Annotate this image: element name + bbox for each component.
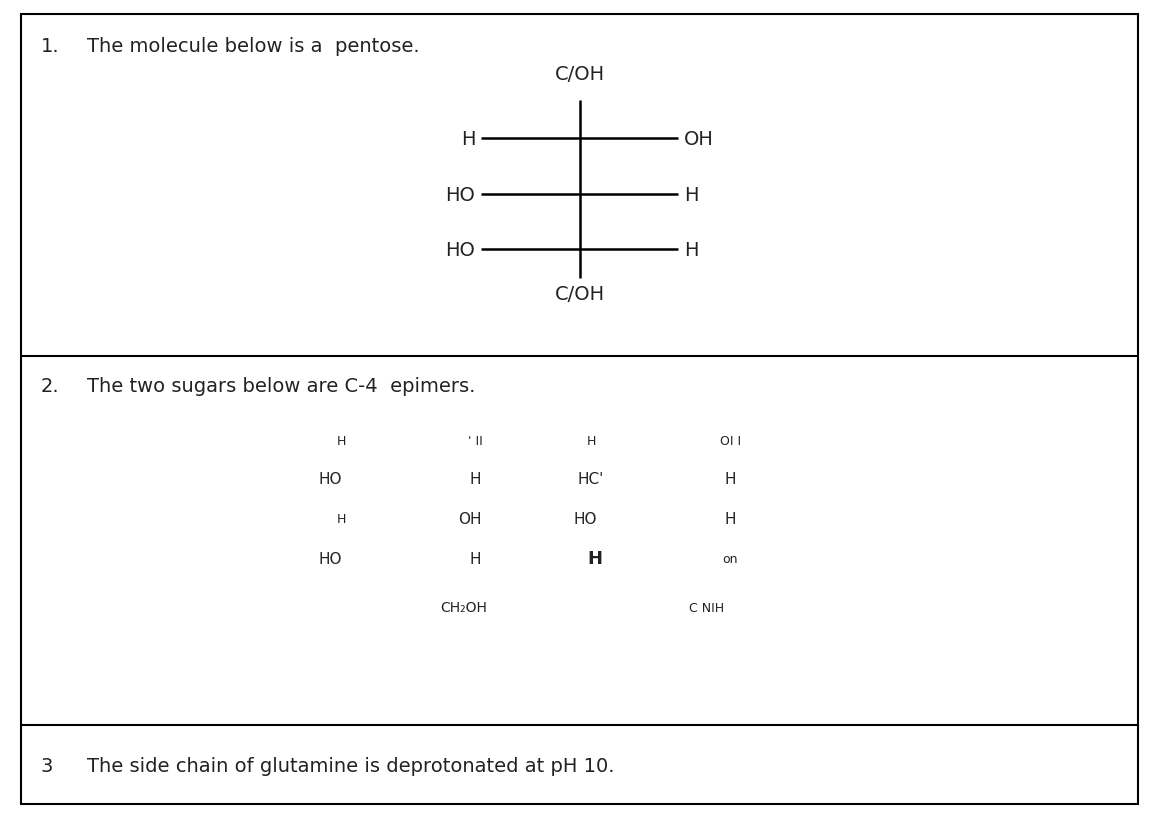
Text: on: on — [722, 552, 738, 565]
Text: OI I: OI I — [720, 434, 741, 447]
Text: ' II: ' II — [468, 434, 482, 447]
Text: H: H — [337, 434, 347, 447]
Text: HO: HO — [574, 511, 597, 526]
Text: C/OH: C/OH — [554, 65, 605, 84]
Text: 2.: 2. — [41, 377, 59, 396]
Text: HO: HO — [445, 240, 475, 260]
Text: H: H — [469, 472, 481, 486]
Text: HO: HO — [319, 472, 342, 486]
Text: OH: OH — [684, 129, 714, 149]
Text: H: H — [724, 472, 736, 486]
Text: OH: OH — [458, 511, 481, 526]
Text: H: H — [469, 551, 481, 566]
Text: CH₂OH: CH₂OH — [440, 600, 487, 615]
Text: 3: 3 — [41, 756, 53, 776]
Text: The side chain of glutamine is deprotonated at pH 10.: The side chain of glutamine is deprotona… — [87, 756, 614, 776]
Text: H: H — [684, 240, 699, 260]
Text: 1.: 1. — [41, 37, 59, 56]
Text: C/OH: C/OH — [554, 285, 605, 304]
Text: HO: HO — [445, 185, 475, 205]
Text: H: H — [460, 129, 475, 149]
Text: The molecule below is a  pentose.: The molecule below is a pentose. — [87, 37, 420, 56]
Text: H: H — [586, 434, 596, 447]
Text: HC': HC' — [578, 472, 604, 486]
Text: H: H — [337, 512, 347, 525]
Text: H: H — [724, 511, 736, 526]
Text: H: H — [684, 185, 699, 205]
Text: H: H — [588, 550, 602, 568]
Text: C NIH: C NIH — [690, 601, 724, 614]
Text: The two sugars below are C-4  epimers.: The two sugars below are C-4 epimers. — [87, 377, 475, 396]
Text: HO: HO — [319, 551, 342, 566]
